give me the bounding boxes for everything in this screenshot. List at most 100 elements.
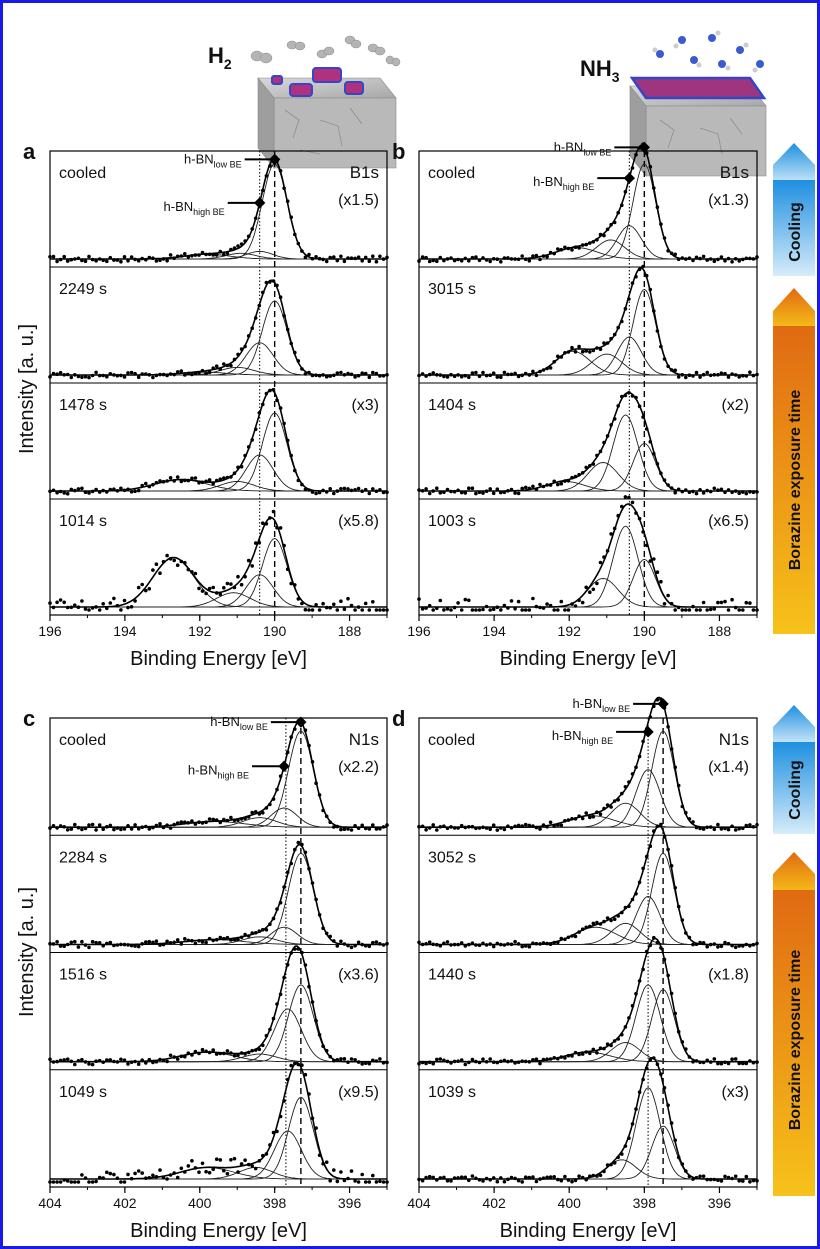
data-point [545,254,549,259]
data-point [673,490,677,495]
data-point [214,1052,219,1056]
data-point [83,607,88,611]
data-point [112,373,116,377]
data-point [566,818,571,822]
data-point [598,449,603,454]
data-point [378,1179,382,1184]
data-point [669,251,674,256]
data-point [431,823,436,827]
data-point [637,880,642,885]
x-tick-label: 194 [482,623,506,639]
data-point [435,942,439,947]
data-point [115,1176,120,1180]
series-label: 3052 s [428,849,476,866]
data-point [602,1169,606,1174]
data-point [151,256,155,261]
data-point [257,929,262,933]
data-point [144,1061,148,1065]
data-point [737,1061,741,1066]
data-point [563,1056,567,1060]
data-point [687,373,692,378]
data-point [595,810,599,814]
data-point [172,1055,176,1059]
data-point [300,249,304,253]
data-point [175,1175,180,1180]
data-point [438,255,443,260]
data-point [577,598,581,603]
data-point [144,588,148,593]
data-point [467,825,471,829]
data-point [748,944,752,948]
data-point [655,570,660,574]
data-point [225,251,230,255]
data-point [541,823,546,827]
data-point [644,427,649,431]
data-point [83,1060,88,1064]
data-point [541,606,546,610]
data-point [698,256,702,261]
data-point [346,943,350,948]
data-point [741,944,745,948]
data-point [705,944,709,949]
data-point [605,434,610,438]
data-point [367,608,372,612]
data-point [744,600,749,605]
data-point [356,255,361,259]
data-point [609,918,613,923]
data-point [349,1057,354,1061]
series-label: cooled [428,165,475,182]
x-tick-label: 396 [708,1195,732,1211]
data-point [598,1173,603,1178]
data-point [353,488,357,492]
data-point [129,489,134,494]
data-point [108,940,113,945]
data-point [207,936,212,941]
data-point [698,1174,702,1179]
data-point [538,1177,542,1181]
data-point [136,1062,141,1066]
data-point [229,247,233,252]
data-point [733,605,738,610]
data-point [744,1061,749,1066]
data-point [360,823,365,828]
data-point [417,824,421,829]
data-point [563,245,567,250]
data-point [360,1062,365,1066]
data-point [449,943,453,947]
data-point [51,254,56,259]
data-point [80,375,84,380]
data-point [275,907,279,911]
data-point [346,827,350,831]
panel-letter: b [392,139,405,164]
data-point [566,479,571,483]
data-point [716,257,720,262]
data-point [506,489,510,493]
data-point [200,940,205,944]
data-point [158,1168,162,1172]
fit-envelope [50,516,387,608]
data-point [513,257,517,261]
data-point [644,543,649,548]
data-point [627,904,631,909]
data-point [243,1158,247,1162]
data-point [591,921,596,926]
data-point [509,826,514,830]
data-point [250,564,254,568]
data-point [744,256,749,261]
data-point [449,825,453,829]
data-point [588,924,592,929]
data-point [595,453,599,458]
data-point [748,823,752,827]
series-label: 2284 s [59,849,107,866]
data-point [193,476,198,480]
data-point [481,607,485,612]
data-point [342,607,347,611]
data-point [741,608,745,612]
data-point [83,490,88,495]
data-point [200,1047,205,1052]
data-point [172,558,176,563]
data-point [179,942,184,946]
data-point [726,1175,731,1180]
data-point [381,943,386,947]
data-point [253,541,258,545]
